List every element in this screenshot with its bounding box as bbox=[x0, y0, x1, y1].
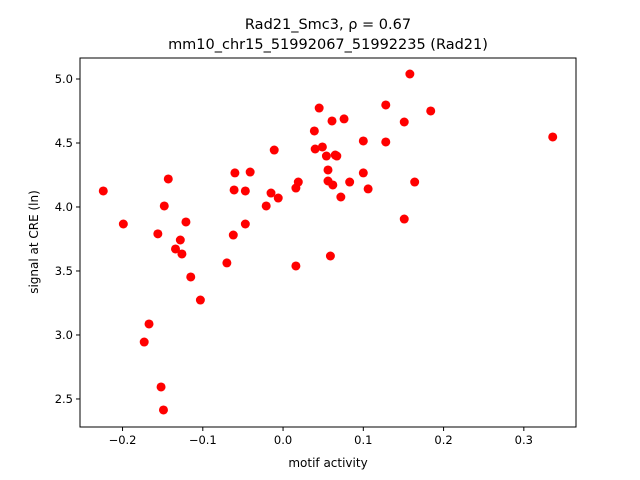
data-point bbox=[261, 201, 271, 211]
data-point bbox=[156, 382, 166, 392]
data-point bbox=[332, 151, 342, 161]
x-tick-label: −0.1 bbox=[189, 433, 217, 447]
axes-frame bbox=[79, 57, 577, 428]
chart-title-line2: mm10_chr15_51992067_51992235 (Rad21) bbox=[168, 37, 488, 53]
data-point bbox=[358, 168, 368, 178]
data-point bbox=[230, 168, 240, 178]
data-point bbox=[310, 144, 320, 154]
y-axis: 2.5 3.0 3.5 4.0 4.5 5.0 bbox=[55, 72, 80, 406]
data-points bbox=[98, 69, 558, 415]
y-tick-label: 4.0 bbox=[55, 200, 73, 214]
chart-title-line1: Rad21_Smc3, ρ = 0.67 bbox=[245, 17, 411, 33]
data-point bbox=[314, 103, 324, 113]
data-point bbox=[426, 106, 436, 116]
data-point bbox=[159, 201, 169, 211]
data-point bbox=[153, 229, 163, 239]
x-tick-label: 0.1 bbox=[354, 433, 372, 447]
data-point bbox=[228, 230, 238, 240]
data-point bbox=[177, 249, 187, 259]
data-point bbox=[222, 258, 232, 268]
data-point bbox=[321, 151, 331, 161]
x-tick-label: −0.2 bbox=[109, 433, 137, 447]
data-point bbox=[144, 319, 154, 329]
data-point bbox=[548, 132, 558, 142]
x-axis-label: motif activity bbox=[288, 456, 367, 470]
data-point bbox=[336, 192, 346, 202]
data-point bbox=[175, 235, 185, 245]
data-point bbox=[381, 100, 391, 110]
data-point bbox=[171, 244, 181, 254]
x-tick-label: 0.0 bbox=[274, 433, 292, 447]
data-point bbox=[181, 217, 191, 227]
data-point bbox=[163, 174, 173, 184]
data-point bbox=[410, 177, 420, 187]
data-point bbox=[358, 136, 368, 146]
data-point bbox=[325, 251, 335, 261]
y-tick-label: 2.5 bbox=[55, 392, 73, 406]
y-axis-label: signal at CRE (ln) bbox=[27, 190, 41, 294]
data-point bbox=[195, 295, 205, 305]
data-point bbox=[240, 186, 250, 196]
y-tick-label: 3.5 bbox=[55, 264, 73, 278]
data-point bbox=[291, 261, 301, 271]
x-tick-label: 0.2 bbox=[434, 433, 452, 447]
data-point bbox=[399, 214, 409, 224]
data-point bbox=[323, 165, 333, 175]
data-point bbox=[381, 137, 391, 147]
data-point bbox=[317, 142, 327, 152]
data-point bbox=[139, 337, 149, 347]
data-point bbox=[273, 193, 283, 203]
data-point bbox=[405, 69, 415, 79]
data-point bbox=[98, 186, 108, 196]
data-point bbox=[245, 167, 255, 177]
data-point bbox=[345, 177, 355, 187]
data-point bbox=[186, 272, 196, 282]
data-point bbox=[309, 126, 319, 136]
x-axis: −0.2 −0.1 0.0 0.1 0.2 0.3 bbox=[109, 427, 533, 447]
data-point bbox=[363, 184, 373, 194]
data-point bbox=[118, 219, 128, 229]
y-tick-label: 3.0 bbox=[55, 328, 73, 342]
data-point bbox=[339, 114, 349, 124]
y-tick-label: 5.0 bbox=[55, 72, 73, 86]
data-point bbox=[229, 185, 239, 195]
data-point bbox=[327, 116, 337, 126]
x-tick-label: 0.3 bbox=[515, 433, 533, 447]
data-point bbox=[158, 405, 168, 415]
data-point bbox=[328, 180, 338, 190]
y-tick-label: 4.5 bbox=[55, 136, 73, 150]
data-point bbox=[269, 145, 279, 155]
data-point bbox=[293, 177, 303, 187]
data-point bbox=[266, 188, 276, 198]
data-point bbox=[240, 219, 250, 229]
data-point bbox=[399, 117, 409, 127]
